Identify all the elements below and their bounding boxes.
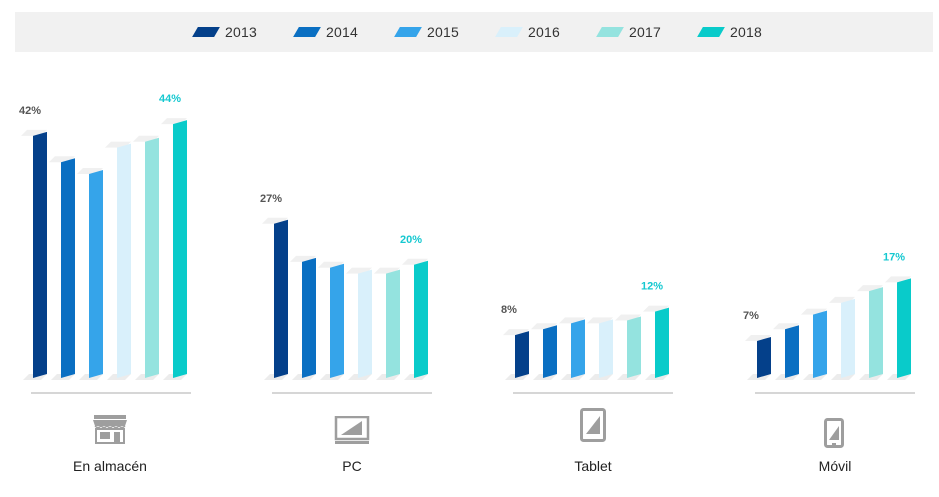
legend-label: 2018 [730, 24, 762, 40]
legend-item-2016: 2016 [495, 12, 560, 52]
data-label-first-mobile: 7% [743, 310, 759, 322]
bar-mobile-2013 [745, 334, 771, 380]
bar-pc-2018 [402, 258, 428, 380]
data-label-first-store: 42% [19, 105, 41, 117]
bar-store-2017 [133, 135, 159, 380]
data-label-last-store: 44% [159, 93, 181, 105]
bar-mobile-2018 [885, 276, 911, 380]
data-label-last-mobile: 17% [883, 251, 905, 263]
legend-item-2018: 2018 [697, 12, 762, 52]
bar-pc-2017 [374, 267, 400, 380]
bar-tablet-2013 [503, 329, 529, 380]
bar-mobile-2015 [801, 308, 827, 380]
legend-label: 2015 [427, 24, 459, 40]
bar-pc-2013 [262, 217, 288, 380]
legend-item-2013: 2013 [192, 12, 257, 52]
bar-tablet-2016 [587, 317, 613, 380]
category-label-store: En almacén [73, 458, 147, 474]
store-icon [92, 414, 128, 449]
data-label-last-pc: 20% [400, 234, 422, 246]
bar-store-2015 [77, 167, 103, 380]
pc-icon [334, 415, 370, 451]
bar-store-2013 [21, 129, 47, 380]
bar-mobile-2014 [773, 323, 799, 380]
bar-pc-2016 [346, 267, 372, 380]
bar-mobile-2016 [829, 296, 855, 380]
bar-pc-2015 [318, 261, 344, 380]
bar-store-2018 [161, 118, 187, 380]
mobile-icon [824, 418, 844, 453]
legend-label: 2017 [629, 24, 661, 40]
category-label-mobile: Móvil [818, 458, 852, 474]
legend-label: 2013 [225, 24, 257, 40]
legend-label: 2014 [326, 24, 358, 40]
bar-tablet-2014 [531, 323, 557, 380]
legend-item-2017: 2017 [596, 12, 661, 52]
data-label-last-tablet: 12% [641, 281, 663, 293]
legend-item-2015: 2015 [394, 12, 459, 52]
bar-mobile-2017 [857, 285, 883, 380]
bar-store-2014 [49, 156, 75, 380]
legend: 2013 2014 2015 2016 2017 2018 [15, 12, 933, 52]
legend-item-2014: 2014 [293, 12, 358, 52]
tablet-icon [580, 408, 606, 447]
bar-tablet-2018 [643, 305, 669, 380]
bar-tablet-2017 [615, 314, 641, 380]
data-label-first-tablet: 8% [501, 304, 517, 316]
category-label-pc: PC [342, 458, 362, 474]
bar-store-2016 [105, 141, 131, 380]
category-label-tablet: Tablet [574, 458, 612, 474]
legend-label: 2016 [528, 24, 560, 40]
bar-pc-2014 [290, 255, 316, 380]
data-label-first-pc: 27% [260, 193, 282, 205]
bar-tablet-2015 [559, 317, 585, 380]
